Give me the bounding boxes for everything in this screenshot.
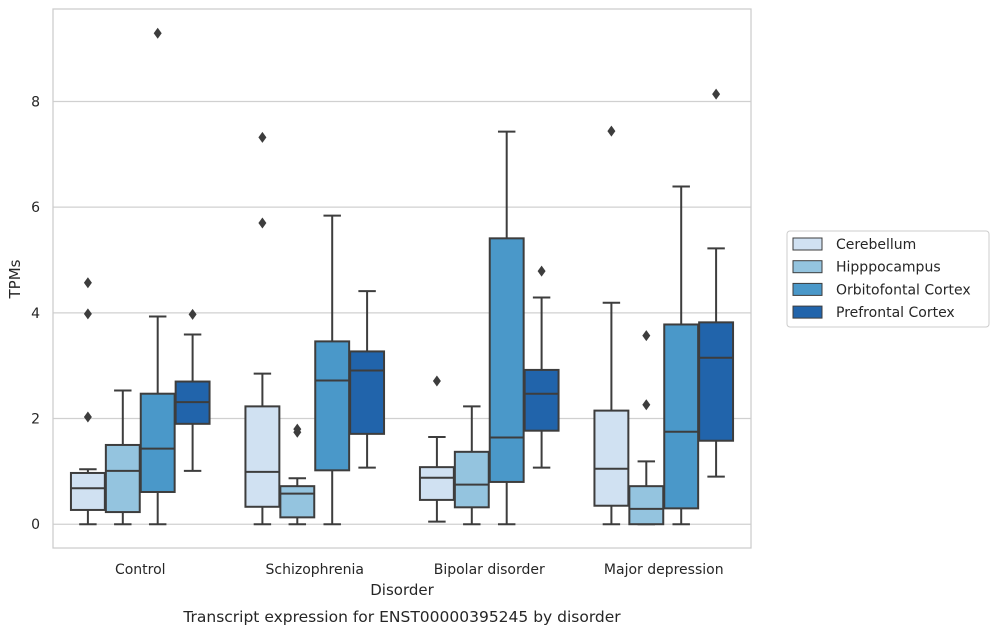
box <box>104 443 141 514</box>
outlier-point <box>432 375 441 387</box>
x-axis-label: Disorder <box>370 581 434 599</box>
outlier-point <box>712 88 721 100</box>
legend-item: Hipppocampus <box>792 260 941 276</box>
legend-swatch <box>792 260 823 274</box>
outlier-point <box>83 308 92 320</box>
box <box>244 405 281 508</box>
outlier-point <box>188 308 197 320</box>
y-axis-label: TPMs <box>6 259 24 299</box>
legend-label: Cerebellum <box>836 237 916 253</box>
chart-caption: Transcript expression for ENST0000039524… <box>182 608 621 626</box>
box <box>488 237 525 483</box>
box <box>453 450 490 509</box>
legend-item: Prefrontal Cortex <box>792 305 955 321</box>
outlier-point <box>83 411 92 423</box>
box <box>628 485 665 526</box>
y-axis-ticks: 0 2 4 6 8 <box>31 94 40 533</box>
outlier-point <box>258 217 267 229</box>
legend-frame <box>786 230 990 328</box>
box-group <box>593 88 735 526</box>
outlier-point <box>642 330 651 342</box>
plot-frame <box>52 8 752 549</box>
box-group <box>69 27 211 526</box>
y-tick-label: 0 <box>31 517 40 533</box>
legend-label: Prefrontal Cortex <box>836 305 955 321</box>
legend-label: Hipppocampus <box>836 260 941 276</box>
legend-items: Cerebellum Hipppocampus Orbitofontal Corte… <box>792 237 971 321</box>
outlier-point <box>537 265 546 277</box>
legend-swatch <box>792 305 823 319</box>
y-tick-label: 2 <box>31 412 40 428</box>
box <box>349 350 386 435</box>
legend-swatch <box>792 282 823 296</box>
outlier-point <box>83 277 92 289</box>
y-tick-label: 8 <box>31 94 40 110</box>
box-group <box>418 130 560 526</box>
legend-item: Orbitofontal Cortex <box>792 282 971 298</box>
outlier-point <box>607 125 616 137</box>
box <box>523 368 560 432</box>
legend-swatch <box>792 237 823 251</box>
legend-item: Cerebellum <box>792 237 916 253</box>
box <box>418 466 455 501</box>
legend-label: Orbitofontal Cortex <box>836 282 971 298</box>
y-tick-label: 6 <box>31 200 40 216</box>
y-tick-label: 4 <box>31 306 40 322</box>
box <box>139 392 176 493</box>
x-tick-label: Control <box>115 562 166 578</box>
box-group <box>244 131 386 526</box>
outlier-point <box>293 423 302 435</box>
box <box>69 471 106 511</box>
box-groups <box>69 27 735 526</box>
x-axis-ticks: Control Schizophrenia Bipolar disorder Majo… <box>115 562 724 578</box>
x-tick-label: Schizophrenia <box>266 562 364 578</box>
box <box>314 340 351 472</box>
x-tick-label: Bipolar disorder <box>434 562 545 578</box>
box <box>698 321 735 442</box>
outlier-point <box>153 27 162 39</box>
box <box>279 485 316 519</box>
box <box>593 409 630 507</box>
outlier-point <box>258 131 267 143</box>
box <box>663 323 700 510</box>
x-tick-label: Major depression <box>604 562 724 578</box>
outlier-point <box>642 399 651 411</box>
legend: Cerebellum Hipppocampus Orbitofontal Corte… <box>786 230 990 328</box>
